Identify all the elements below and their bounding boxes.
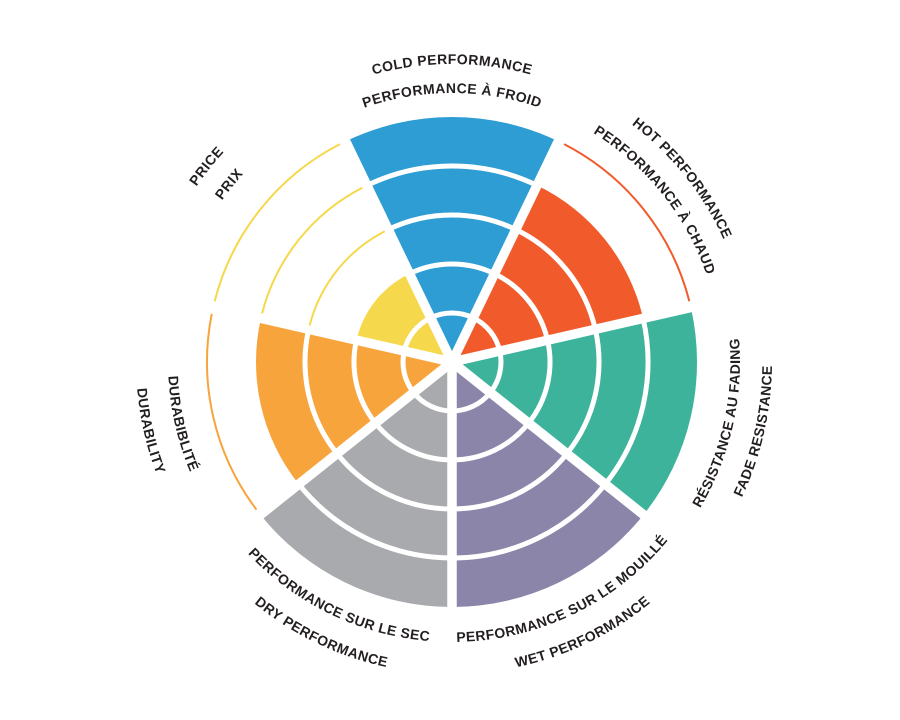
ring-line-cold-performance-3 (387, 212, 517, 232)
outline-arc-price-5 (213, 143, 341, 302)
ring-line-fade-resistance-2 (526, 339, 553, 425)
label-cold-performance-line1: COLD PERFORMANCE (370, 51, 534, 78)
label-durability-line2: DURABILITY (134, 387, 169, 476)
ring-line-durability-2 (351, 339, 378, 425)
separator-0 (447, 135, 565, 365)
separator-2 (449, 358, 650, 521)
ring-line-fade-resistance-4 (603, 317, 651, 486)
outline-arc-hot-performance-5 (563, 143, 691, 302)
max-ring-outline-arcs (206, 143, 691, 511)
ring-line-hot-performance-3 (514, 227, 598, 330)
ring-line-wet-performance-4 (451, 482, 608, 561)
label-durability-line1: DURABIBLITÉ (165, 375, 202, 473)
segment-fade-resistance (452, 307, 698, 515)
ring-line-durability-3 (302, 328, 340, 456)
sector-separators (208, 135, 696, 611)
segment-hot-performance (452, 185, 644, 362)
ring-line-dry-performance-3 (335, 452, 453, 512)
separator-4 (254, 358, 455, 521)
separator-1 (450, 301, 696, 367)
ring-line-wet-performance-3 (451, 452, 569, 512)
segment-cold-performance (345, 116, 559, 363)
ring-line-cold-performance-2 (408, 261, 496, 276)
segment-wet-performance (452, 362, 644, 607)
ring-line-hot-performance-2 (493, 271, 550, 341)
outline-arc-price-3 (308, 230, 386, 326)
outline-arc-durability-5 (206, 313, 258, 511)
label-cold-performance-line2: PERFORMANCE À FROID (360, 80, 544, 111)
separator-6 (339, 135, 457, 365)
segment-fills (255, 116, 698, 607)
segment-dry-performance (260, 362, 452, 607)
separator-5 (208, 301, 454, 367)
ring-line-dry-performance-4 (296, 482, 453, 561)
ring-line-cold-performance-4 (365, 163, 539, 188)
ring-line-fade-resistance-3 (564, 328, 602, 456)
ring-line-dry-performance-2 (373, 421, 453, 463)
segment-price (356, 273, 452, 362)
label-price-line2: PRIX (211, 165, 245, 202)
ring-line-wet-performance-2 (451, 421, 531, 463)
outline-arc-price-4 (261, 186, 363, 314)
